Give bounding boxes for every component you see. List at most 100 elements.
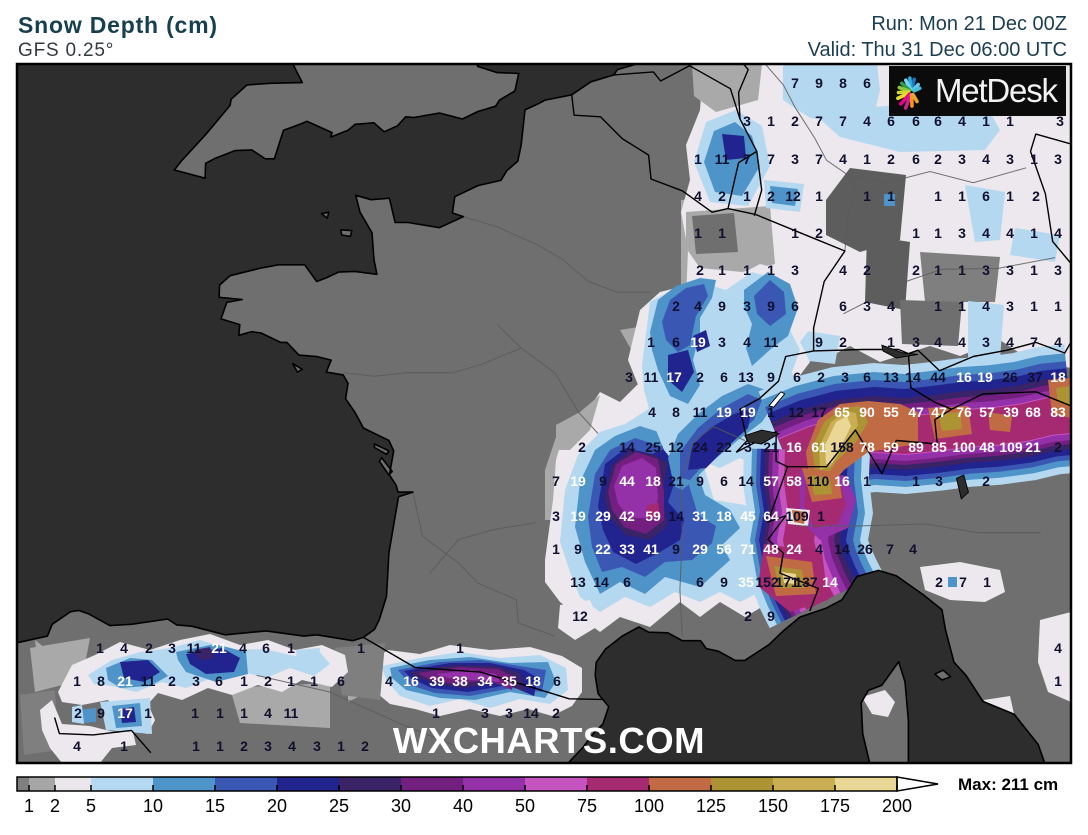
svg-text:14: 14 bbox=[738, 473, 754, 489]
svg-text:2: 2 bbox=[767, 188, 775, 204]
svg-text:9: 9 bbox=[672, 541, 680, 557]
svg-text:65: 65 bbox=[834, 404, 850, 420]
svg-text:4: 4 bbox=[863, 113, 871, 129]
svg-text:2: 2 bbox=[912, 262, 920, 278]
svg-text:6: 6 bbox=[672, 334, 680, 350]
svg-text:71: 71 bbox=[740, 541, 756, 557]
svg-text:4: 4 bbox=[1054, 640, 1062, 656]
svg-text:7: 7 bbox=[839, 113, 847, 129]
svg-text:90: 90 bbox=[859, 404, 875, 420]
svg-text:47: 47 bbox=[908, 404, 924, 420]
svg-text:3: 3 bbox=[863, 298, 871, 314]
svg-text:4: 4 bbox=[239, 640, 247, 656]
svg-text:6: 6 bbox=[215, 673, 223, 689]
svg-text:8: 8 bbox=[97, 673, 105, 689]
svg-text:18: 18 bbox=[1050, 369, 1066, 385]
svg-text:1: 1 bbox=[934, 188, 942, 204]
svg-text:35: 35 bbox=[738, 574, 754, 590]
svg-text:7: 7 bbox=[743, 151, 751, 167]
svg-text:6: 6 bbox=[863, 369, 871, 385]
svg-text:10: 10 bbox=[143, 796, 163, 816]
svg-text:2: 2 bbox=[145, 640, 153, 656]
svg-text:171: 171 bbox=[775, 574, 799, 590]
svg-text:18: 18 bbox=[716, 508, 732, 524]
svg-text:5: 5 bbox=[86, 796, 96, 816]
svg-text:1: 1 bbox=[958, 298, 966, 314]
svg-text:3: 3 bbox=[744, 439, 752, 455]
svg-text:3: 3 bbox=[264, 738, 272, 754]
svg-text:2: 2 bbox=[168, 673, 176, 689]
svg-text:2: 2 bbox=[240, 738, 248, 754]
svg-text:75: 75 bbox=[577, 796, 597, 816]
svg-text:4: 4 bbox=[648, 404, 656, 420]
svg-text:9: 9 bbox=[767, 369, 775, 385]
svg-text:89: 89 bbox=[908, 439, 924, 455]
svg-text:1: 1 bbox=[767, 404, 775, 420]
svg-text:2: 2 bbox=[696, 369, 704, 385]
svg-text:1: 1 bbox=[647, 334, 655, 350]
svg-text:16: 16 bbox=[403, 673, 419, 689]
svg-text:MetDesk: MetDesk bbox=[935, 72, 1058, 109]
svg-text:6: 6 bbox=[839, 298, 847, 314]
svg-text:7: 7 bbox=[815, 151, 823, 167]
svg-text:8: 8 bbox=[839, 75, 847, 91]
svg-text:1: 1 bbox=[958, 188, 966, 204]
svg-text:6: 6 bbox=[337, 673, 345, 689]
svg-text:21: 21 bbox=[211, 640, 227, 656]
svg-text:3: 3 bbox=[1054, 262, 1062, 278]
svg-text:9: 9 bbox=[720, 574, 728, 590]
svg-text:14: 14 bbox=[822, 574, 838, 590]
svg-text:6: 6 bbox=[982, 188, 990, 204]
svg-text:1: 1 bbox=[240, 673, 248, 689]
svg-text:2: 2 bbox=[1054, 439, 1062, 455]
svg-text:59: 59 bbox=[883, 439, 899, 455]
svg-text:6: 6 bbox=[720, 369, 728, 385]
svg-text:1: 1 bbox=[934, 298, 942, 314]
svg-text:39: 39 bbox=[1003, 404, 1019, 420]
svg-text:12: 12 bbox=[785, 188, 801, 204]
svg-text:1: 1 bbox=[240, 705, 248, 721]
svg-text:3: 3 bbox=[743, 298, 751, 314]
svg-text:21: 21 bbox=[668, 473, 684, 489]
svg-text:1: 1 bbox=[982, 113, 990, 129]
svg-text:3: 3 bbox=[935, 473, 943, 489]
svg-text:14: 14 bbox=[905, 369, 921, 385]
svg-text:6: 6 bbox=[262, 640, 270, 656]
svg-text:1: 1 bbox=[432, 705, 440, 721]
svg-text:44: 44 bbox=[930, 369, 946, 385]
svg-text:125: 125 bbox=[696, 796, 726, 816]
svg-text:2: 2 bbox=[264, 673, 272, 689]
svg-text:3: 3 bbox=[505, 705, 513, 721]
svg-text:1: 1 bbox=[863, 473, 871, 489]
svg-text:14: 14 bbox=[593, 574, 609, 590]
svg-text:34: 34 bbox=[477, 673, 493, 689]
svg-text:1: 1 bbox=[743, 262, 751, 278]
svg-text:18: 18 bbox=[525, 673, 541, 689]
svg-text:11: 11 bbox=[693, 404, 708, 420]
svg-text:2: 2 bbox=[744, 608, 752, 624]
svg-text:1: 1 bbox=[718, 225, 726, 241]
svg-text:14: 14 bbox=[668, 508, 684, 524]
svg-text:6: 6 bbox=[863, 75, 871, 91]
svg-text:4: 4 bbox=[909, 541, 917, 557]
svg-text:1: 1 bbox=[694, 225, 702, 241]
svg-text:1: 1 bbox=[1030, 151, 1038, 167]
svg-text:78: 78 bbox=[859, 439, 875, 455]
svg-text:150: 150 bbox=[758, 796, 788, 816]
svg-text:1: 1 bbox=[96, 640, 104, 656]
svg-text:109: 109 bbox=[785, 508, 809, 524]
svg-text:1: 1 bbox=[718, 262, 726, 278]
svg-text:16: 16 bbox=[834, 473, 850, 489]
svg-text:24: 24 bbox=[786, 541, 802, 557]
svg-text:16: 16 bbox=[956, 369, 972, 385]
svg-text:1: 1 bbox=[337, 738, 345, 754]
svg-text:13: 13 bbox=[570, 574, 586, 590]
svg-text:2: 2 bbox=[578, 439, 586, 455]
svg-text:3: 3 bbox=[958, 151, 966, 167]
svg-text:1: 1 bbox=[287, 640, 295, 656]
svg-text:1: 1 bbox=[1006, 113, 1014, 129]
svg-text:3: 3 bbox=[982, 262, 990, 278]
svg-text:4: 4 bbox=[694, 188, 702, 204]
svg-text:137: 137 bbox=[794, 574, 818, 590]
svg-text:29: 29 bbox=[692, 541, 708, 557]
